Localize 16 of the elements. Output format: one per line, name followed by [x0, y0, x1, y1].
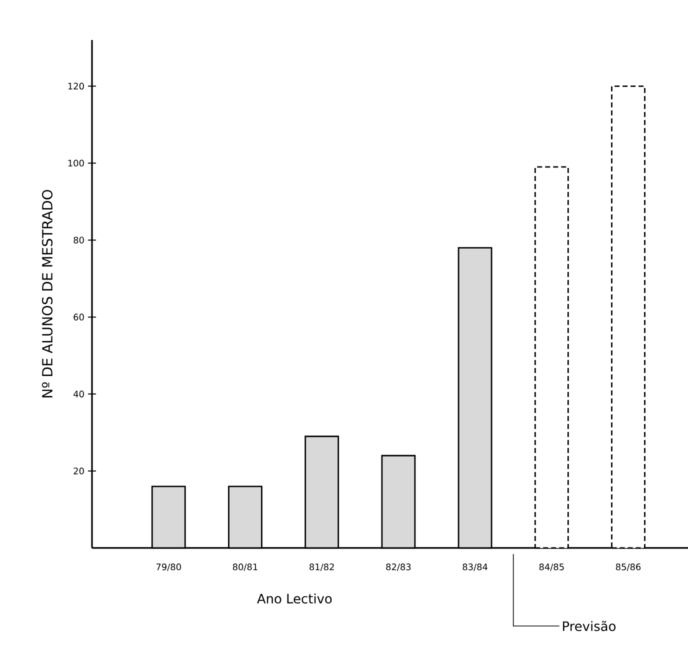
y-tick-label: 100 — [68, 160, 84, 167]
text: Previsão — [563, 620, 616, 632]
x-tick-label: 82/83 — [386, 564, 411, 571]
y-tick-label: 20 — [74, 468, 84, 474]
x-tick-label: 83/84 — [462, 564, 488, 571]
x-tick-label: 79/80 — [156, 564, 181, 571]
x-axis-title: Ano Lectivo — [257, 594, 332, 604]
y-tick-label: 120 — [68, 82, 84, 90]
y-tick-label: 40 — [74, 390, 84, 398]
y-axis-title: Nº DE ALUNOS DE MESTRADO — [42, 190, 53, 398]
y-tick-label: 60 — [74, 314, 84, 320]
y-tick-label: 80 — [74, 236, 84, 244]
x-tick-label: 84/85 — [539, 564, 564, 571]
x-tick-label: 85/86 — [616, 564, 641, 571]
x-tick-label: 81/82 — [310, 564, 334, 571]
x-tick-label: 80/81 — [232, 564, 258, 571]
